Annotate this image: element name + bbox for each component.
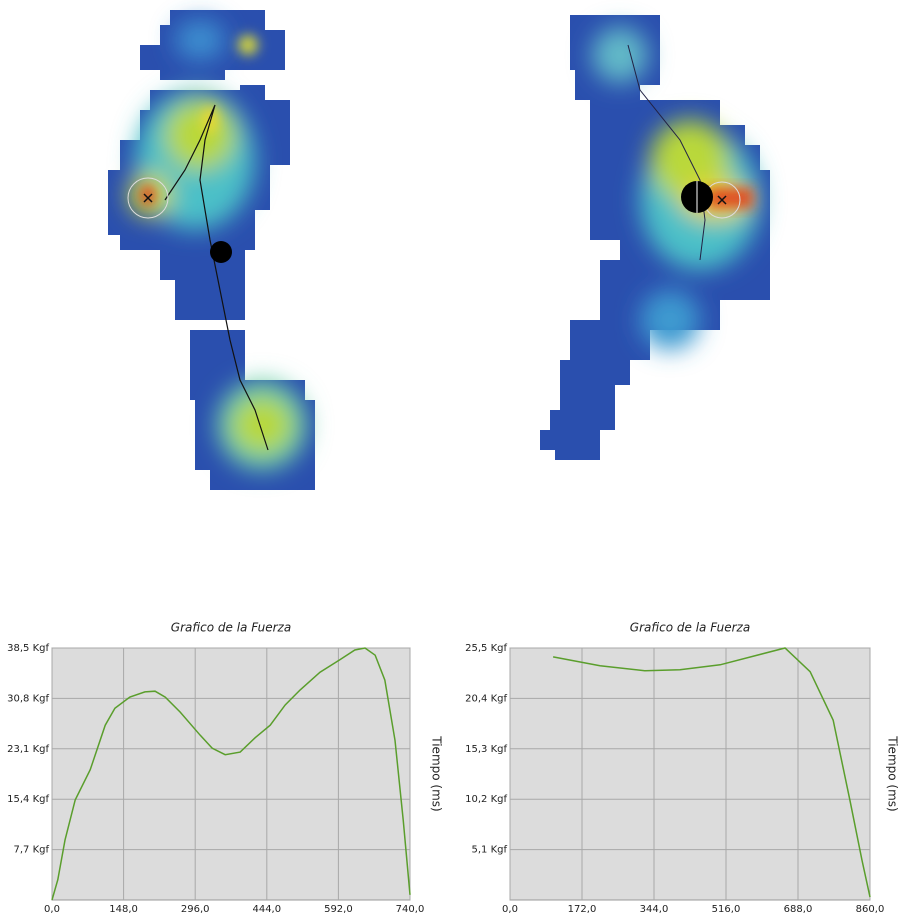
x-tick-label: 0,0 xyxy=(44,904,60,914)
y-axis-title: Tiempo (ms) xyxy=(430,735,444,811)
y-tick-label: 15,3 Kgf xyxy=(465,744,507,755)
x-tick-label: 516,0 xyxy=(712,904,741,914)
x-tick-label: 344,0 xyxy=(640,904,669,914)
y-tick-label: 25,5 Kgf xyxy=(465,643,507,654)
y-tick-label: 30,8 Kgf xyxy=(7,693,49,704)
y-tick-label: 7,7 Kgf xyxy=(13,845,49,856)
x-tick-label: 688,0 xyxy=(784,904,813,914)
y-tick-label: 5,1 Kgf xyxy=(471,845,507,856)
y-tick-label: 23,1 Kgf xyxy=(7,744,49,755)
x-tick-label: 740,0 xyxy=(396,904,425,914)
figure: Grafico de la Fuerza Tiempo (ms) 7,7 Kgf 15… xyxy=(0,0,898,914)
y-tick-label: 20,4 Kgf xyxy=(465,693,507,704)
x-tick-label: 860,0 xyxy=(856,904,885,914)
x-tick-label: 172,0 xyxy=(568,904,597,914)
plot-area xyxy=(510,648,870,900)
x-tick-label: 148,0 xyxy=(109,904,138,914)
x-tick-label: 296,0 xyxy=(181,904,210,914)
plot-area xyxy=(52,648,410,900)
y-tick-label: 15,4 Kgf xyxy=(7,794,49,805)
y-axis-title: Tiempo (ms) xyxy=(886,735,898,811)
chart-title: Grafico de la Fuerza xyxy=(630,621,750,635)
chart-title: Grafico de la Fuerza xyxy=(171,621,291,635)
y-tick-label: 10,2 Kgf xyxy=(465,794,507,805)
x-tick-label: 592,0 xyxy=(324,904,353,914)
page: Grafico de la Fuerza Tiempo (ms) 7,7 Kgf 15… xyxy=(0,0,898,914)
x-tick-label: 444,0 xyxy=(252,904,281,914)
right-footprint xyxy=(540,15,770,460)
left-footprint xyxy=(108,10,315,490)
x-tick-label: 0,0 xyxy=(502,904,518,914)
y-tick-label: 38,5 Kgf xyxy=(7,643,49,654)
